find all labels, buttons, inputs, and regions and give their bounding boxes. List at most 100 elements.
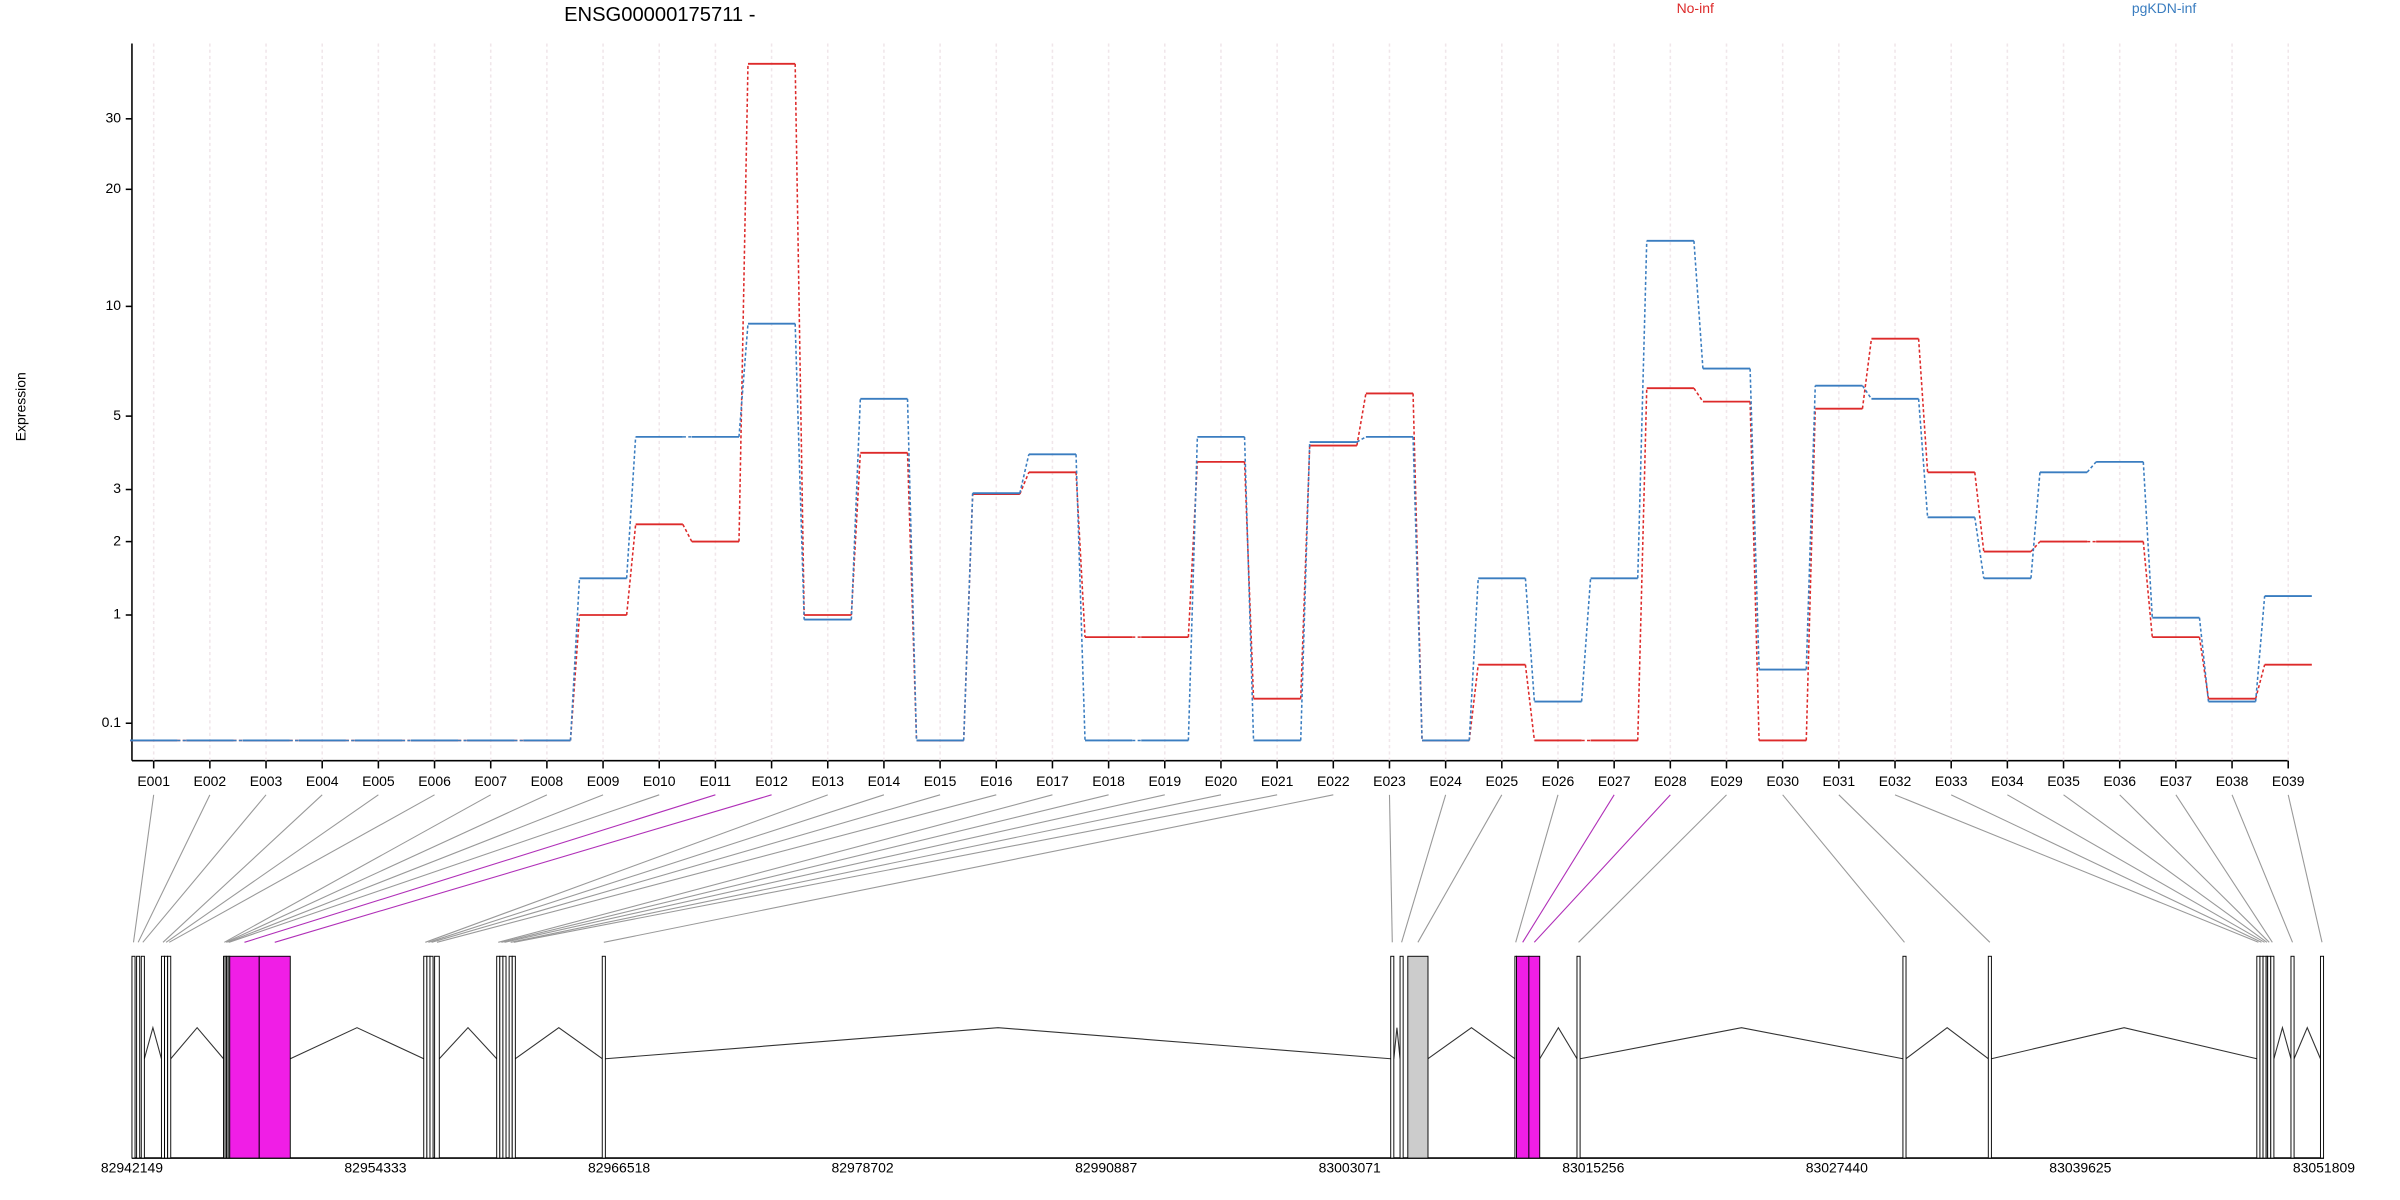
exon-link bbox=[228, 794, 660, 943]
step-connector bbox=[2030, 472, 2041, 579]
intron bbox=[1905, 1027, 1989, 1060]
exon-link bbox=[603, 794, 1334, 943]
exon-link bbox=[2063, 794, 2268, 943]
exon-link bbox=[498, 794, 1053, 943]
y-tick-label: 3 bbox=[113, 480, 121, 496]
exon bbox=[1515, 955, 1530, 1159]
exon bbox=[1987, 955, 1992, 1159]
exon bbox=[140, 955, 145, 1159]
step-connector bbox=[1299, 441, 1311, 741]
step-connector bbox=[1468, 578, 1480, 741]
step-connector bbox=[2086, 461, 2097, 473]
exon-link bbox=[513, 794, 1278, 943]
chart-title: ENSG00000175711 - bbox=[564, 4, 755, 26]
intron bbox=[515, 1027, 603, 1060]
step-connector bbox=[1749, 401, 1760, 741]
exon-link bbox=[1894, 794, 2259, 943]
exon-link bbox=[501, 794, 1109, 943]
exon-link bbox=[227, 794, 604, 943]
exon bbox=[1390, 955, 1395, 1159]
exon-link bbox=[2231, 794, 2294, 943]
intron bbox=[438, 1026, 498, 1060]
x-tick-label: E011 bbox=[700, 773, 732, 789]
y-axis-label: Expression bbox=[12, 372, 28, 441]
x-tick-label: E008 bbox=[531, 773, 564, 789]
genomic-tick-label: 82990887 bbox=[1075, 1160, 1137, 1176]
x-tick-label: E038 bbox=[2216, 773, 2249, 789]
exon-link bbox=[436, 794, 997, 943]
step-connector bbox=[2142, 461, 2154, 618]
x-tick-label: E018 bbox=[1092, 773, 1125, 789]
y-tick-label: 10 bbox=[106, 297, 122, 313]
exon-link bbox=[137, 794, 211, 943]
step-connector bbox=[625, 524, 637, 616]
y-tick-label: 1 bbox=[113, 606, 121, 622]
genomic-tick-label: 82966518 bbox=[588, 1160, 650, 1176]
exon bbox=[1576, 955, 1581, 1159]
intron bbox=[2273, 1025, 2292, 1059]
exon-link bbox=[1417, 794, 1503, 943]
exon-link bbox=[162, 794, 323, 943]
intron bbox=[170, 1026, 224, 1060]
x-tick-label: E004 bbox=[306, 773, 339, 789]
exon-link bbox=[142, 794, 267, 943]
step-connector bbox=[682, 523, 693, 542]
step-connector bbox=[1974, 472, 1985, 552]
x-tick-label: E017 bbox=[1036, 773, 1069, 789]
intron bbox=[1427, 1027, 1516, 1060]
exon-link bbox=[1515, 794, 1559, 943]
step-connector bbox=[962, 493, 974, 741]
exon-link bbox=[1782, 794, 1905, 943]
genomic-tick-label: 82942149 bbox=[101, 1160, 163, 1176]
exon-link bbox=[2175, 794, 2273, 943]
exon-link bbox=[504, 794, 1165, 943]
exon-link bbox=[1838, 794, 1991, 943]
step-connector bbox=[569, 578, 581, 741]
step-connector bbox=[1187, 461, 1199, 638]
exon-link bbox=[165, 794, 379, 943]
genomic-tick-label: 82978702 bbox=[832, 1160, 894, 1176]
intron bbox=[143, 1025, 162, 1059]
x-tick-label: E029 bbox=[1710, 773, 1743, 789]
exon bbox=[502, 955, 507, 1159]
exon bbox=[429, 955, 434, 1159]
exon-link bbox=[2007, 794, 2265, 943]
exon-link bbox=[1533, 794, 1671, 943]
exon-link bbox=[1522, 794, 1615, 943]
step-connector bbox=[1749, 368, 1760, 670]
y-tick-label: 0.1 bbox=[102, 714, 122, 730]
step-connector bbox=[1019, 454, 1030, 494]
intron bbox=[1991, 1027, 2257, 1060]
genomic-tick-label: 83051809 bbox=[2293, 1160, 2355, 1176]
x-tick-label: E025 bbox=[1486, 773, 1519, 789]
step-connector bbox=[1356, 393, 1367, 446]
x-tick-label: E037 bbox=[2160, 773, 2193, 789]
exon-link bbox=[2287, 794, 2323, 943]
y-tick-label: 30 bbox=[106, 109, 122, 125]
exon bbox=[229, 955, 260, 1159]
step-connector bbox=[2198, 617, 2210, 702]
step-connector bbox=[2254, 664, 2266, 699]
step-connector bbox=[1693, 387, 1704, 403]
intron bbox=[1579, 1027, 1904, 1060]
x-tick-label: E036 bbox=[2103, 773, 2136, 789]
x-tick-label: E006 bbox=[418, 773, 451, 789]
x-tick-label: E035 bbox=[2047, 773, 2080, 789]
x-tick-label: E034 bbox=[1991, 773, 2024, 789]
exon-link bbox=[431, 794, 941, 943]
exon-link bbox=[2119, 794, 2270, 943]
exon-link bbox=[510, 794, 1222, 943]
x-tick-label: E024 bbox=[1429, 773, 1462, 789]
exon-link bbox=[168, 794, 435, 943]
step-connector bbox=[1243, 461, 1255, 699]
step-connector bbox=[625, 436, 637, 579]
exon bbox=[434, 955, 440, 1159]
exon-link bbox=[132, 794, 155, 943]
exon bbox=[1407, 955, 1429, 1159]
exon bbox=[167, 955, 172, 1159]
step-connector bbox=[1019, 471, 1030, 495]
exon bbox=[601, 955, 606, 1159]
exon bbox=[2319, 955, 2325, 1159]
